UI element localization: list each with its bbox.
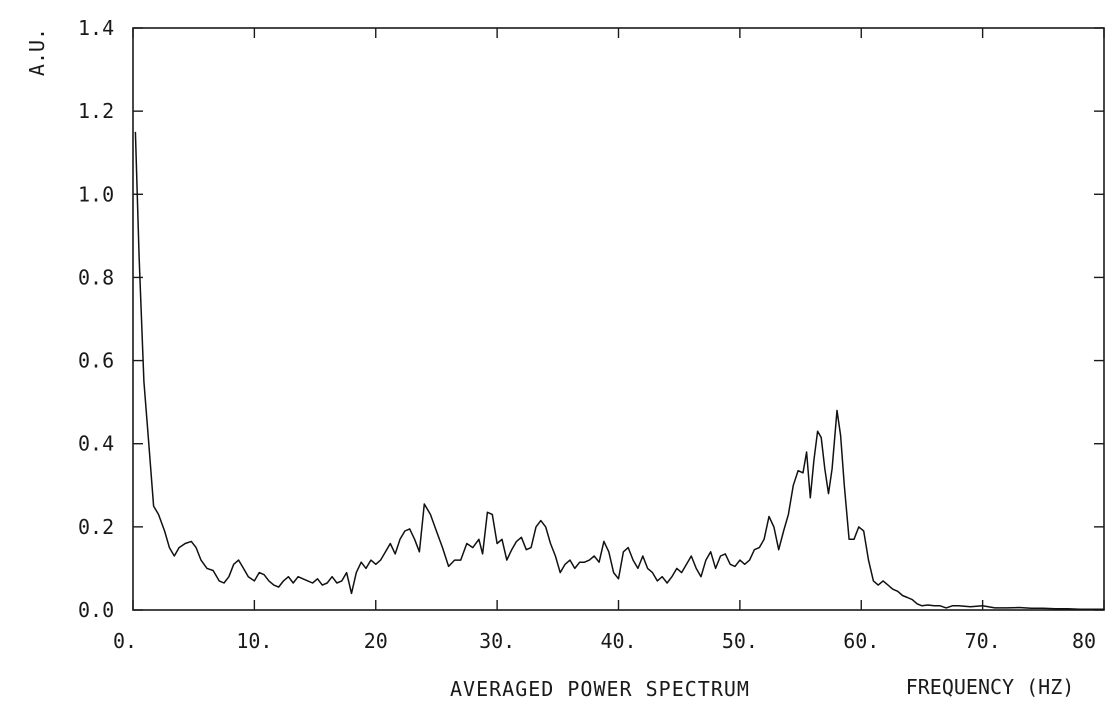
spectrum-series-line xyxy=(134,131,1104,610)
y-tick-label-0.8: 0.8 xyxy=(78,265,114,289)
x-tick-label-30: 30. xyxy=(479,629,515,653)
x-tick-label-10: 10. xyxy=(236,629,272,653)
x-tick-label-60: 60. xyxy=(843,629,879,653)
y-tick-label-0: 0.0 xyxy=(78,598,114,622)
x-tick-label-0: 0. xyxy=(113,629,137,653)
x-tick-label-70: 70. xyxy=(965,629,1001,653)
x-tick-label-40: 40. xyxy=(600,629,636,653)
x-axis-ticks: 0. 10. 20 30. 40. 50. 60. 70. 80 xyxy=(113,28,1105,653)
x-tick-label-50: 50. xyxy=(722,629,758,653)
y-tick-label-0.2: 0.2 xyxy=(78,515,114,539)
y-tick-label-1: 1.0 xyxy=(78,182,114,206)
y-tick-label-0.4: 0.4 xyxy=(78,432,114,456)
chart-caption: AVERAGED POWER SPECTRUM xyxy=(450,677,750,701)
y-tick-label-1.4: 1.4 xyxy=(78,16,114,40)
y-axis-label: A.U. xyxy=(25,28,49,76)
x-tick-label-20: 20 xyxy=(364,629,388,653)
y-axis-ticks: 0.0 0.2 0.4 0.6 0.8 1.0 1.2 1.4 xyxy=(78,16,1104,622)
x-tick-label-80: 80 xyxy=(1072,629,1096,653)
y-tick-label-0.6: 0.6 xyxy=(78,349,114,373)
plot-frame xyxy=(132,27,1105,611)
y-tick-label-1.2: 1.2 xyxy=(78,99,114,123)
x-axis-label: FREQUENCY (HZ) xyxy=(906,675,1075,699)
